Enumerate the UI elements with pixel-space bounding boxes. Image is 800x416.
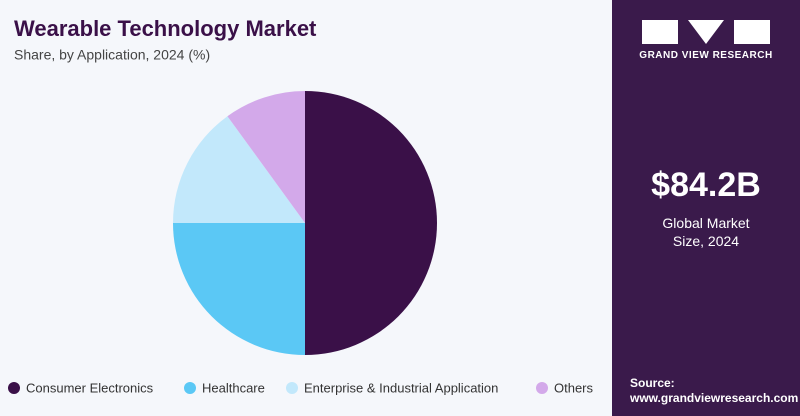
market-size-label: Global Market Size, 2024 xyxy=(662,215,750,249)
chart-title: Wearable Technology Market xyxy=(14,16,317,41)
logo-block xyxy=(642,20,678,44)
logo xyxy=(642,20,770,44)
market-size: $84.2B xyxy=(651,166,761,204)
legend-marker xyxy=(536,382,548,394)
source-url: www.grandviewresearch.com xyxy=(630,391,799,405)
pie-slice xyxy=(305,91,437,355)
source-label: Source: xyxy=(630,376,675,390)
side-panel: GRAND VIEW RESEARCH $84.2B Global Market… xyxy=(612,0,800,416)
chart: Wearable Technology Market Share, by App… xyxy=(8,16,594,395)
pie-slice xyxy=(173,116,305,223)
logo-block xyxy=(734,20,770,44)
legend-label: Consumer Electronics xyxy=(26,380,154,395)
legend-label: Others xyxy=(554,380,594,395)
legend-marker xyxy=(8,382,20,394)
legend-label: Healthcare xyxy=(202,380,265,395)
legend-marker xyxy=(286,382,298,394)
pie-slice xyxy=(227,91,305,223)
chart-subtitle: Share, by Application, 2024 (%) xyxy=(14,47,210,63)
logo-text: GRAND VIEW RESEARCH xyxy=(639,50,773,61)
pie-slice xyxy=(173,223,305,355)
legend-label: Enterprise & Industrial Application xyxy=(304,380,498,395)
logo-block xyxy=(688,20,724,44)
legend-marker xyxy=(184,382,196,394)
